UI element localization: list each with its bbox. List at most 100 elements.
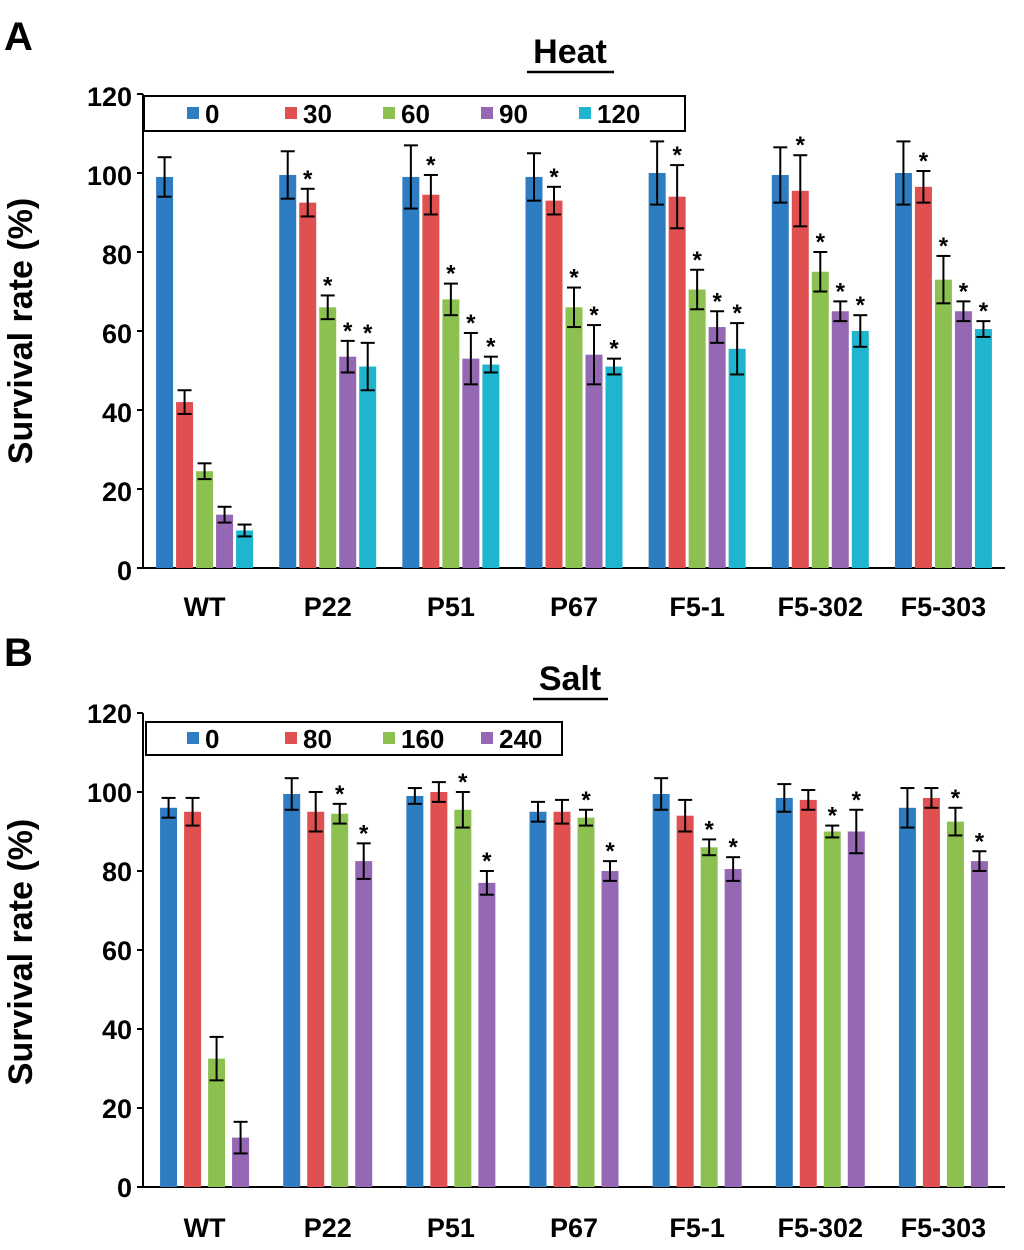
bar bbox=[894, 173, 912, 568]
bar bbox=[811, 271, 829, 568]
significance-asterisk: * bbox=[951, 785, 961, 812]
bar bbox=[648, 173, 666, 568]
bar bbox=[914, 186, 932, 568]
bar bbox=[851, 331, 869, 568]
y-axis-label: Survival rate (%) bbox=[2, 198, 40, 464]
x-tick-label: P67 bbox=[550, 1213, 598, 1243]
y-tick-label: 80 bbox=[102, 240, 132, 270]
legend-label: 90 bbox=[499, 99, 528, 129]
y-tick-label: 120 bbox=[87, 699, 132, 729]
y-tick-label: 100 bbox=[87, 778, 132, 808]
significance-asterisk: * bbox=[482, 848, 492, 875]
x-tick-label: F5-302 bbox=[778, 1213, 864, 1243]
significance-asterisk: * bbox=[303, 166, 313, 193]
legend-label: 80 bbox=[303, 724, 332, 754]
legend-swatch bbox=[481, 732, 493, 744]
bar bbox=[898, 807, 916, 1187]
y-tick-label: 60 bbox=[102, 319, 132, 349]
legend-label: 60 bbox=[401, 99, 430, 129]
significance-asterisk: * bbox=[486, 334, 496, 361]
bar bbox=[232, 1137, 250, 1187]
bar bbox=[331, 813, 349, 1187]
significance-asterisk: * bbox=[852, 787, 862, 814]
significance-asterisk: * bbox=[816, 229, 826, 256]
chart-title: Salt bbox=[539, 660, 601, 698]
legend-swatch bbox=[285, 107, 297, 119]
legend: 0 30 60 90 120 bbox=[143, 95, 686, 132]
bar bbox=[299, 202, 317, 568]
bar bbox=[577, 817, 595, 1187]
bar bbox=[402, 176, 420, 568]
significance-asterisk: * bbox=[589, 302, 599, 329]
legend-box bbox=[143, 95, 686, 132]
significance-asterisk: * bbox=[343, 318, 353, 345]
significance-asterisk: * bbox=[836, 278, 846, 305]
y-tick-label: 0 bbox=[117, 1173, 132, 1203]
bar bbox=[529, 811, 547, 1187]
bar bbox=[442, 299, 460, 568]
bar bbox=[771, 174, 789, 568]
bar bbox=[462, 358, 480, 568]
significance-asterisk: * bbox=[672, 142, 682, 169]
legend-swatch bbox=[383, 732, 395, 744]
bar bbox=[823, 831, 841, 1187]
legend-swatch bbox=[187, 107, 199, 119]
bar bbox=[283, 793, 301, 1187]
y-tick-label: 20 bbox=[102, 1094, 132, 1124]
bar bbox=[934, 279, 952, 568]
bar bbox=[478, 882, 496, 1187]
legend-swatch bbox=[481, 107, 493, 119]
y-tick-label: 120 bbox=[87, 82, 132, 112]
bar bbox=[605, 366, 623, 568]
bar bbox=[700, 847, 718, 1187]
x-tick-label: WT bbox=[184, 1213, 226, 1243]
significance-asterisk: * bbox=[581, 787, 591, 814]
legend-label: 160 bbox=[401, 724, 444, 754]
significance-asterisk: * bbox=[359, 820, 369, 847]
bar bbox=[724, 869, 742, 1187]
significance-asterisk: * bbox=[323, 272, 333, 299]
bar bbox=[585, 354, 603, 568]
legend-label: 120 bbox=[597, 99, 640, 129]
bar bbox=[160, 807, 178, 1187]
bar bbox=[196, 471, 214, 568]
bar bbox=[208, 1058, 226, 1187]
bar bbox=[601, 871, 619, 1187]
bar bbox=[176, 402, 194, 568]
significance-asterisk: * bbox=[458, 769, 468, 796]
y-tick-labels: 0 20 40 60 80 100 120 bbox=[87, 699, 132, 1203]
significance-asterisk: * bbox=[732, 300, 742, 327]
x-tick-label: WT bbox=[184, 592, 226, 622]
legend: 0 80 160 240 bbox=[145, 721, 563, 756]
significance-asterisk: * bbox=[939, 233, 949, 260]
significance-asterisk: * bbox=[979, 298, 989, 325]
bar bbox=[974, 329, 992, 568]
significance-asterisk: * bbox=[549, 164, 559, 191]
bar bbox=[430, 792, 448, 1187]
bar bbox=[831, 311, 849, 568]
panel-letter: B bbox=[4, 631, 33, 675]
significance-asterisk: * bbox=[335, 781, 345, 808]
bar bbox=[970, 861, 988, 1187]
y-tick-label: 20 bbox=[102, 477, 132, 507]
panel-heat: A Heat Survival rate (%) 0 20 40 60 80 1… bbox=[2, 15, 1005, 622]
legend-swatch bbox=[383, 107, 395, 119]
bar bbox=[156, 176, 174, 568]
bar bbox=[545, 200, 563, 568]
significance-asterisk: * bbox=[796, 132, 806, 159]
x-tick-label: F5-303 bbox=[901, 1213, 987, 1243]
bar bbox=[184, 811, 202, 1187]
x-tick-label: P51 bbox=[427, 1213, 475, 1243]
significance-asterisk: * bbox=[704, 816, 714, 843]
significance-asterisk: * bbox=[828, 803, 838, 830]
bar bbox=[454, 809, 472, 1187]
bar bbox=[676, 815, 694, 1187]
bar bbox=[954, 311, 972, 568]
bar bbox=[565, 307, 583, 568]
y-tick-label: 60 bbox=[102, 936, 132, 966]
y-tick-label: 40 bbox=[102, 1015, 132, 1045]
bar bbox=[946, 821, 964, 1187]
bar bbox=[922, 797, 940, 1187]
y-tick-label: 100 bbox=[87, 161, 132, 191]
